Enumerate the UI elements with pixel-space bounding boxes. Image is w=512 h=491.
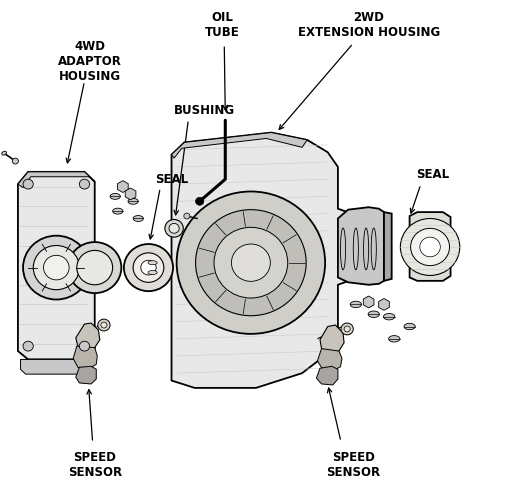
Ellipse shape xyxy=(368,311,379,318)
Circle shape xyxy=(165,219,183,237)
Circle shape xyxy=(411,228,450,266)
Polygon shape xyxy=(18,172,95,188)
Ellipse shape xyxy=(133,216,143,221)
Ellipse shape xyxy=(404,324,415,330)
Ellipse shape xyxy=(2,151,7,155)
Circle shape xyxy=(196,197,204,205)
Polygon shape xyxy=(320,325,344,353)
Text: 2WD
EXTENSION HOUSING: 2WD EXTENSION HOUSING xyxy=(297,10,440,39)
Text: BUSHING: BUSHING xyxy=(174,104,236,117)
Text: SPEED
SENSOR: SPEED SENSOR xyxy=(68,451,122,480)
Polygon shape xyxy=(317,349,342,371)
Polygon shape xyxy=(172,133,307,158)
Circle shape xyxy=(79,179,90,189)
Text: 4WD
ADAPTOR
HOUSING: 4WD ADAPTOR HOUSING xyxy=(58,40,121,83)
Circle shape xyxy=(44,255,69,280)
Ellipse shape xyxy=(110,193,120,199)
Circle shape xyxy=(141,260,156,275)
Ellipse shape xyxy=(148,271,157,274)
Polygon shape xyxy=(118,181,128,192)
Ellipse shape xyxy=(340,228,346,270)
Polygon shape xyxy=(20,359,90,374)
Ellipse shape xyxy=(371,228,376,270)
Ellipse shape xyxy=(128,198,138,204)
Ellipse shape xyxy=(383,314,395,320)
Circle shape xyxy=(231,244,270,281)
Circle shape xyxy=(68,242,121,293)
Polygon shape xyxy=(364,296,374,308)
Circle shape xyxy=(184,213,190,219)
Circle shape xyxy=(77,250,113,285)
Ellipse shape xyxy=(389,336,400,342)
Circle shape xyxy=(177,191,325,334)
Circle shape xyxy=(214,227,288,298)
Polygon shape xyxy=(410,212,451,281)
Ellipse shape xyxy=(113,208,123,214)
Polygon shape xyxy=(76,366,96,384)
Text: OIL
TUBE: OIL TUBE xyxy=(205,10,240,39)
Polygon shape xyxy=(384,212,392,281)
Circle shape xyxy=(33,246,79,290)
Circle shape xyxy=(400,218,460,275)
Circle shape xyxy=(196,210,306,316)
Circle shape xyxy=(23,179,33,189)
Circle shape xyxy=(344,326,350,332)
Ellipse shape xyxy=(350,301,361,307)
Polygon shape xyxy=(76,323,100,350)
Ellipse shape xyxy=(364,228,369,270)
Circle shape xyxy=(23,341,33,351)
Circle shape xyxy=(23,236,90,300)
Circle shape xyxy=(124,244,173,291)
Circle shape xyxy=(98,319,110,331)
Circle shape xyxy=(133,253,164,282)
Polygon shape xyxy=(338,207,384,285)
Polygon shape xyxy=(73,346,97,369)
Circle shape xyxy=(420,237,440,257)
Text: SPEED
SENSOR: SPEED SENSOR xyxy=(326,451,380,480)
Text: SEAL: SEAL xyxy=(155,173,188,186)
Text: SEAL: SEAL xyxy=(416,168,449,181)
Circle shape xyxy=(12,158,18,164)
Circle shape xyxy=(169,223,179,233)
Circle shape xyxy=(341,323,353,335)
Polygon shape xyxy=(316,366,338,385)
Polygon shape xyxy=(28,359,84,369)
Ellipse shape xyxy=(353,228,358,270)
Polygon shape xyxy=(18,172,95,359)
Circle shape xyxy=(79,341,90,351)
Circle shape xyxy=(101,322,107,328)
Ellipse shape xyxy=(148,261,157,265)
Polygon shape xyxy=(125,188,136,200)
Polygon shape xyxy=(379,299,389,310)
Polygon shape xyxy=(172,133,358,388)
